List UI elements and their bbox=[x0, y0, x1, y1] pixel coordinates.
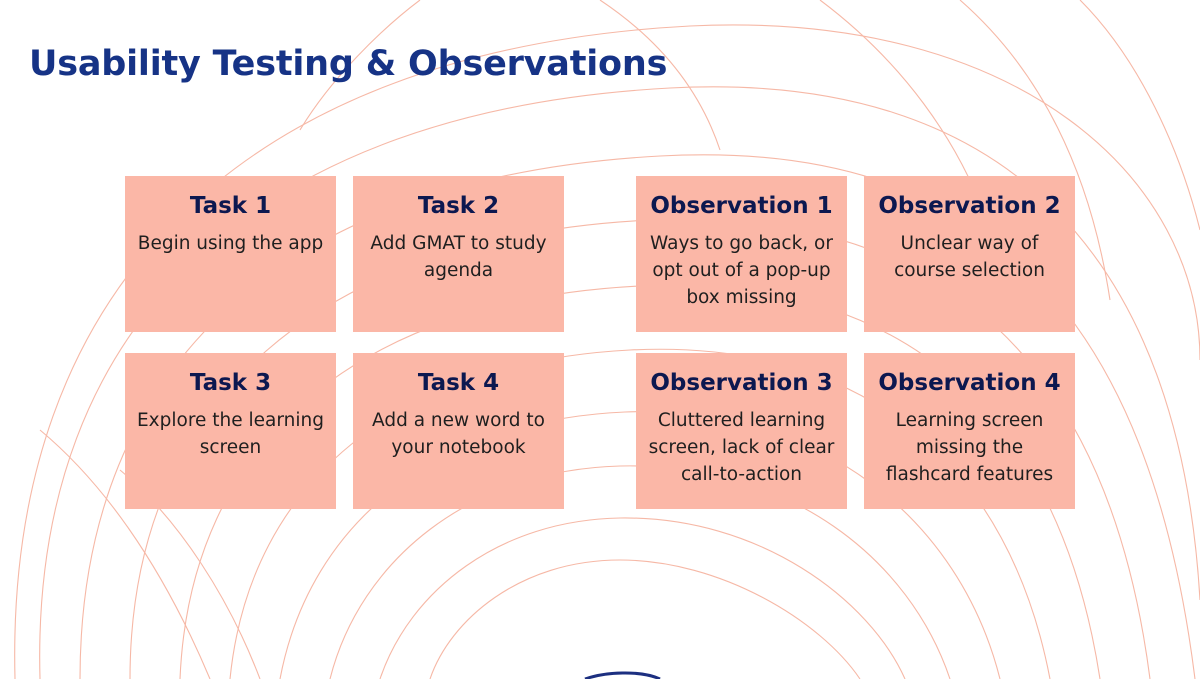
task-title: Task 1 bbox=[189, 193, 272, 219]
observation-title: Observation 1 bbox=[650, 193, 833, 219]
observation-title: Observation 4 bbox=[878, 370, 1061, 396]
task-description: Begin using the app bbox=[137, 233, 324, 254]
observation-description: Unclear way of course selection bbox=[894, 233, 1045, 281]
observation-description: Cluttered learning screen, lack of clear… bbox=[648, 410, 835, 485]
task-card-1: Task 1 Begin using the app bbox=[125, 176, 336, 332]
task-card-4: Task 4 Add a new word to your notebook bbox=[353, 353, 564, 509]
task-title: Task 3 bbox=[189, 370, 272, 396]
task-title: Task 2 bbox=[417, 193, 500, 219]
task-card-3: Task 3 Explore the learning screen bbox=[125, 353, 336, 509]
task-description: Add GMAT to study agenda bbox=[370, 233, 547, 281]
task-title: Task 4 bbox=[417, 370, 500, 396]
task-card-2: Task 2 Add GMAT to study agenda bbox=[353, 176, 564, 332]
observation-title: Observation 2 bbox=[878, 193, 1061, 219]
task-description: Explore the learning screen bbox=[136, 410, 324, 458]
observation-description: Learning screen missing the flashcard fe… bbox=[885, 410, 1054, 485]
observation-title: Observation 3 bbox=[650, 370, 833, 396]
observation-card-1: Observation 1 Ways to go back, or opt ou… bbox=[636, 176, 847, 332]
bottom-accent-arc bbox=[584, 671, 661, 679]
observation-card-4: Observation 4 Learning screen missing th… bbox=[864, 353, 1075, 509]
observation-description: Ways to go back, or opt out of a pop-up … bbox=[650, 233, 833, 308]
observation-card-3: Observation 3 Cluttered learning screen,… bbox=[636, 353, 847, 509]
task-description: Add a new word to your notebook bbox=[372, 410, 545, 458]
page-title: Usability Testing & Observations bbox=[29, 44, 668, 84]
observation-card-2: Observation 2 Unclear way of course sele… bbox=[864, 176, 1075, 332]
